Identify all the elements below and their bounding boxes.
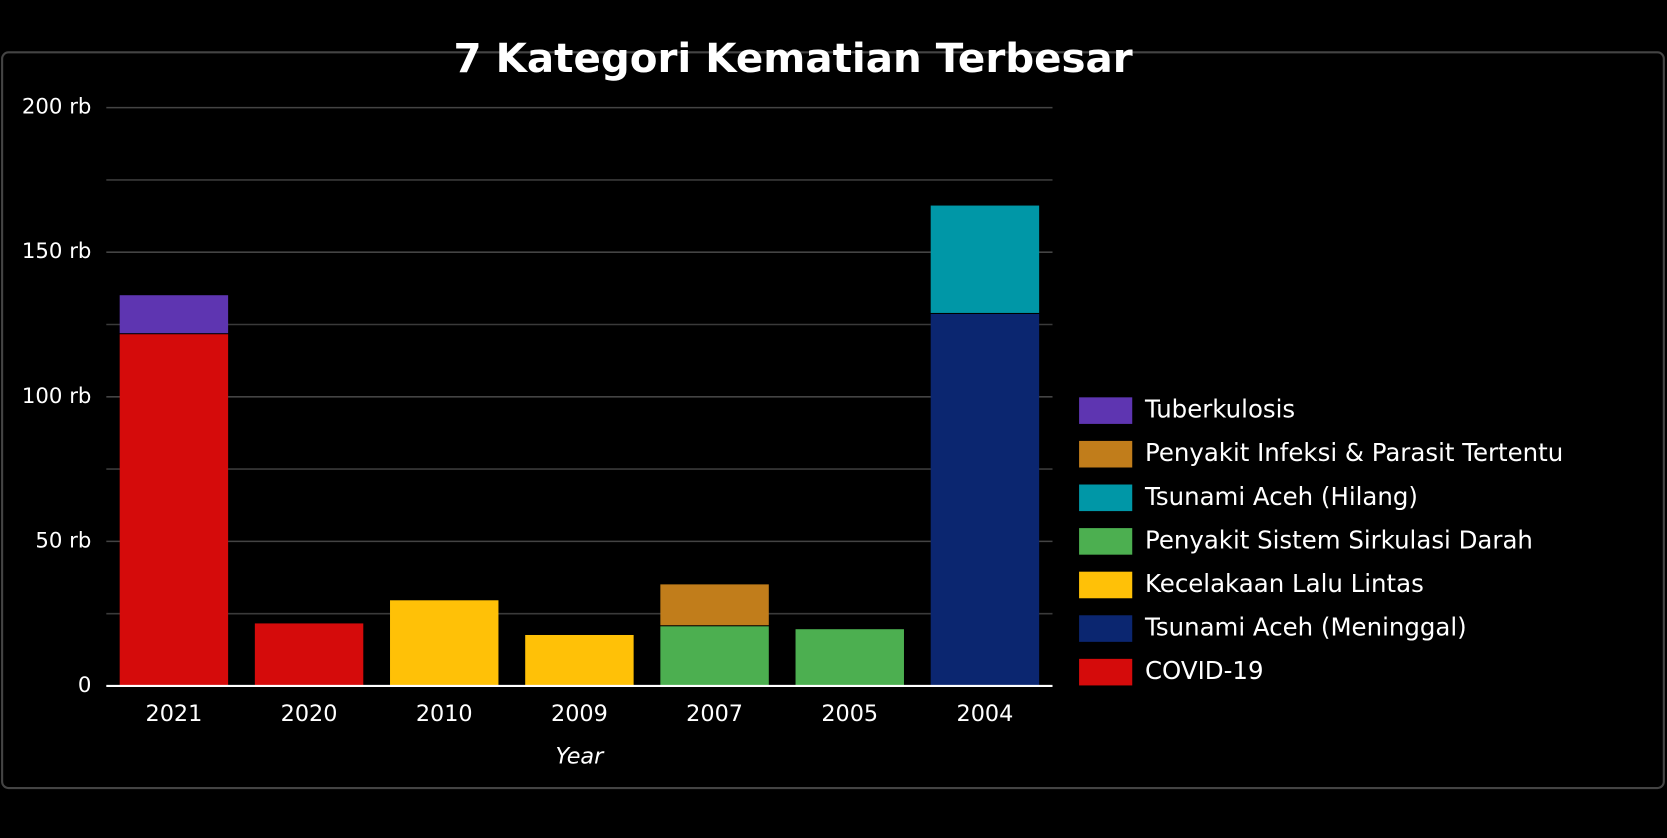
legend-swatch [1079,528,1133,555]
x-tick-label: 2010 [416,701,473,727]
bar-segment [660,626,769,686]
legend-label: Tsunami Aceh (Hilang) [1144,482,1418,511]
y-tick-label: 200 rb [22,95,92,120]
x-tick-label: 2009 [551,701,608,727]
bar-segment [795,629,904,686]
legend-swatch [1079,571,1133,599]
bar-segment [525,634,634,686]
y-tick-label: 150 rb [22,239,92,264]
legend-swatch [1079,615,1133,642]
x-tick-label: 2020 [281,701,338,727]
bar-segment [930,314,1040,686]
x-tick-label: 2021 [146,701,203,727]
bar-segment [119,295,229,334]
x-tick-label: 2007 [686,701,743,727]
legend-swatch [1079,658,1133,686]
x-tick-label: 2004 [957,701,1014,727]
panel [1,51,1665,790]
legend-label: Penyakit Infeksi & Parasit Tertentu [1145,438,1563,467]
bar-segment [390,600,499,686]
y-tick-label: 0 [78,673,92,698]
y-tick-label: 50 rb [35,528,91,553]
legend-label: Penyakit Sistem Sirkulasi Darah [1145,525,1533,554]
y-tick-label: 100 rb [22,384,92,409]
bar-segment [254,623,364,686]
x-axis-title: Year [556,744,606,770]
legend-label: COVID-19 [1145,656,1264,685]
legend-swatch [1079,484,1133,512]
bar-segment [660,584,769,626]
legend-label: Kecelakaan Lalu Lintas [1145,569,1424,598]
legend-label: Tsunami Aceh (Meninggal) [1144,613,1467,642]
bar-segment [119,334,229,686]
legend-swatch [1079,397,1133,424]
legend-swatch [1079,440,1133,468]
x-tick-label: 2005 [821,701,878,727]
bar-segment [930,205,1040,313]
chart-title: 7 Kategori Kematian Terbesar [453,35,1132,82]
legend-label: Tuberkulosis [1144,395,1295,424]
